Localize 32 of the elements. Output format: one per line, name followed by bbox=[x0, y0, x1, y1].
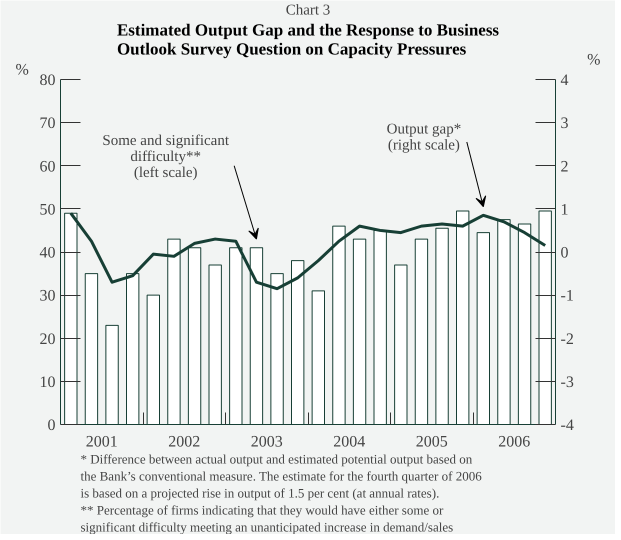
x-tick-label: 2001 bbox=[86, 434, 118, 450]
y2-tick-label: -2 bbox=[560, 330, 574, 348]
chart-subtitle: Chart 3 bbox=[286, 2, 330, 18]
y-tick-label: 0 bbox=[48, 417, 56, 434]
y-tick-label: 50 bbox=[40, 201, 56, 218]
y2-tick-label: 4 bbox=[560, 72, 568, 89]
y-tick-label: 10 bbox=[40, 374, 56, 391]
chart-title: Estimated Output Gap and the Response to Business Outlook Survey Question on Capacity Pressures bbox=[116, 20, 500, 58]
x-tick-label: 2004 bbox=[333, 434, 366, 450]
x-tick-label: 2006 bbox=[498, 434, 530, 450]
y-tick-label: 20 bbox=[40, 330, 56, 348]
y2-tick-label: 3 bbox=[560, 115, 568, 132]
annotation: Some and significant difficulty** (left scale) bbox=[102, 133, 230, 182]
x-tick-label: 2002 bbox=[168, 434, 200, 450]
y2-tick-label: 0 bbox=[560, 244, 568, 262]
x-tick-label: 2005 bbox=[416, 434, 448, 450]
y-tick-label: 40 bbox=[40, 244, 56, 262]
y-tick-label: 30 bbox=[40, 288, 56, 305]
text: ** Percentage of firms indicating that they would have either some or significant difficulty meeting an unanticipated increase in demand/sales bbox=[80, 502, 454, 534]
annotation: Output gap* (right scale) bbox=[386, 122, 462, 154]
y2-tick-label: 1 bbox=[560, 201, 568, 218]
y2-tick-label: -4 bbox=[560, 417, 574, 434]
y2-tick-label: -1 bbox=[560, 288, 574, 305]
y-tick-label: 60 bbox=[40, 158, 56, 176]
text: * Difference between actual output and estimated potential output based on the Bank’s conventional measure. The estimate for the fourth quarter of 2006 is based on a projected rise in output of 1.5 per cent (at annual rates). bbox=[80, 452, 482, 500]
y-axis-title: % bbox=[16, 62, 29, 78]
y2-tick-label: 2 bbox=[560, 158, 568, 176]
y-tick-label: 80 bbox=[40, 72, 56, 89]
y2-tick-label: -3 bbox=[560, 374, 574, 391]
y-tick-label: 70 bbox=[40, 115, 56, 132]
x-tick-label: 2003 bbox=[250, 434, 283, 450]
y2-axis-title: % bbox=[587, 52, 600, 68]
